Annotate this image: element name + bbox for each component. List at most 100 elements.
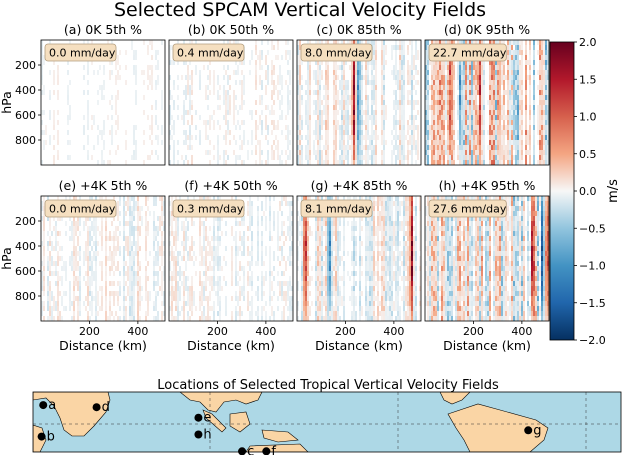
field-cell xyxy=(265,316,267,321)
field-cell xyxy=(203,221,205,226)
field-cell xyxy=(411,105,413,110)
field-cell xyxy=(309,40,311,45)
field-cell xyxy=(399,140,401,145)
field-cell xyxy=(217,105,219,110)
field-cell xyxy=(241,105,243,110)
field-cell xyxy=(355,115,357,120)
field-cell xyxy=(539,75,541,80)
field-cell xyxy=(407,65,409,70)
field-cell xyxy=(333,105,335,110)
field-cell xyxy=(433,125,435,130)
field-cell xyxy=(459,150,461,155)
field-cell xyxy=(333,95,335,100)
field-cell xyxy=(479,95,481,100)
field-cell xyxy=(261,216,263,221)
field-cell xyxy=(289,150,291,155)
field-cell xyxy=(71,256,73,261)
field-cell xyxy=(517,50,519,55)
field-cell xyxy=(365,135,367,140)
field-cell xyxy=(435,115,437,120)
field-cell xyxy=(85,306,87,311)
field-cell xyxy=(41,261,43,266)
field-cell xyxy=(277,155,279,160)
field-cell xyxy=(277,256,279,261)
field-cell xyxy=(115,60,117,65)
field-cell xyxy=(173,276,175,281)
field-cell xyxy=(67,90,69,95)
field-cell xyxy=(207,311,209,316)
field-cell xyxy=(53,110,55,115)
field-cell xyxy=(411,135,413,140)
field-cell xyxy=(67,115,69,120)
field-cell xyxy=(489,60,491,65)
field-cell xyxy=(521,45,523,50)
field-cell xyxy=(75,296,77,301)
field-cell xyxy=(529,145,531,150)
field-cell xyxy=(277,211,279,216)
field-cell xyxy=(65,221,67,226)
field-cell xyxy=(41,40,43,45)
field-cell xyxy=(321,110,323,115)
field-cell xyxy=(371,150,373,155)
field-cell xyxy=(401,55,403,60)
field-cell xyxy=(371,115,373,120)
field-cell xyxy=(361,60,363,65)
field-cell xyxy=(261,65,263,70)
field-cell xyxy=(309,311,311,316)
field-cell xyxy=(471,60,473,65)
field-cell xyxy=(509,120,511,125)
field-cell xyxy=(101,291,103,296)
field-cell xyxy=(281,150,283,155)
field-cell xyxy=(291,231,293,236)
field-cell xyxy=(225,90,227,95)
field-cell xyxy=(289,276,291,281)
field-cell xyxy=(191,80,193,85)
field-cell xyxy=(473,70,475,75)
field-cell xyxy=(339,130,341,135)
field-cell xyxy=(411,120,413,125)
field-cell xyxy=(149,135,151,140)
field-cell xyxy=(133,286,135,291)
field-cell xyxy=(447,155,449,160)
field-cell xyxy=(219,286,221,291)
field-cell xyxy=(69,261,71,266)
field-cell xyxy=(163,211,165,216)
field-cell xyxy=(271,296,273,301)
field-cell xyxy=(105,286,107,291)
field-cell xyxy=(171,206,173,211)
field-cell xyxy=(347,115,349,120)
field-cell xyxy=(361,155,363,160)
field-cell xyxy=(435,140,437,145)
field-cell xyxy=(201,246,203,251)
field-cell xyxy=(459,105,461,110)
field-cell xyxy=(133,65,135,70)
field-cell xyxy=(491,60,493,65)
field-cell xyxy=(249,196,251,201)
field-cell xyxy=(373,45,375,50)
field-cell xyxy=(309,80,311,85)
field-cell xyxy=(341,155,343,160)
field-cell xyxy=(511,45,513,50)
field-cell xyxy=(237,40,239,45)
field-cell xyxy=(123,226,125,231)
field-cell xyxy=(425,140,427,145)
field-cell xyxy=(125,246,127,251)
field-cell xyxy=(543,110,545,115)
field-cell xyxy=(299,100,301,105)
field-cell xyxy=(507,90,509,95)
field-cell xyxy=(271,130,273,135)
field-cell xyxy=(305,150,307,155)
field-cell xyxy=(243,140,245,145)
field-cell xyxy=(277,281,279,286)
field-cell xyxy=(285,125,287,130)
field-cell xyxy=(123,271,125,276)
field-cell xyxy=(191,90,193,95)
field-cell xyxy=(157,50,159,55)
field-cell xyxy=(273,120,275,125)
field-cell xyxy=(401,75,403,80)
field-cell xyxy=(267,140,269,145)
panel-title: (f) +4K 50th % xyxy=(184,178,277,193)
field-cell xyxy=(187,90,189,95)
field-cell xyxy=(289,155,291,160)
field-cell xyxy=(547,145,549,150)
